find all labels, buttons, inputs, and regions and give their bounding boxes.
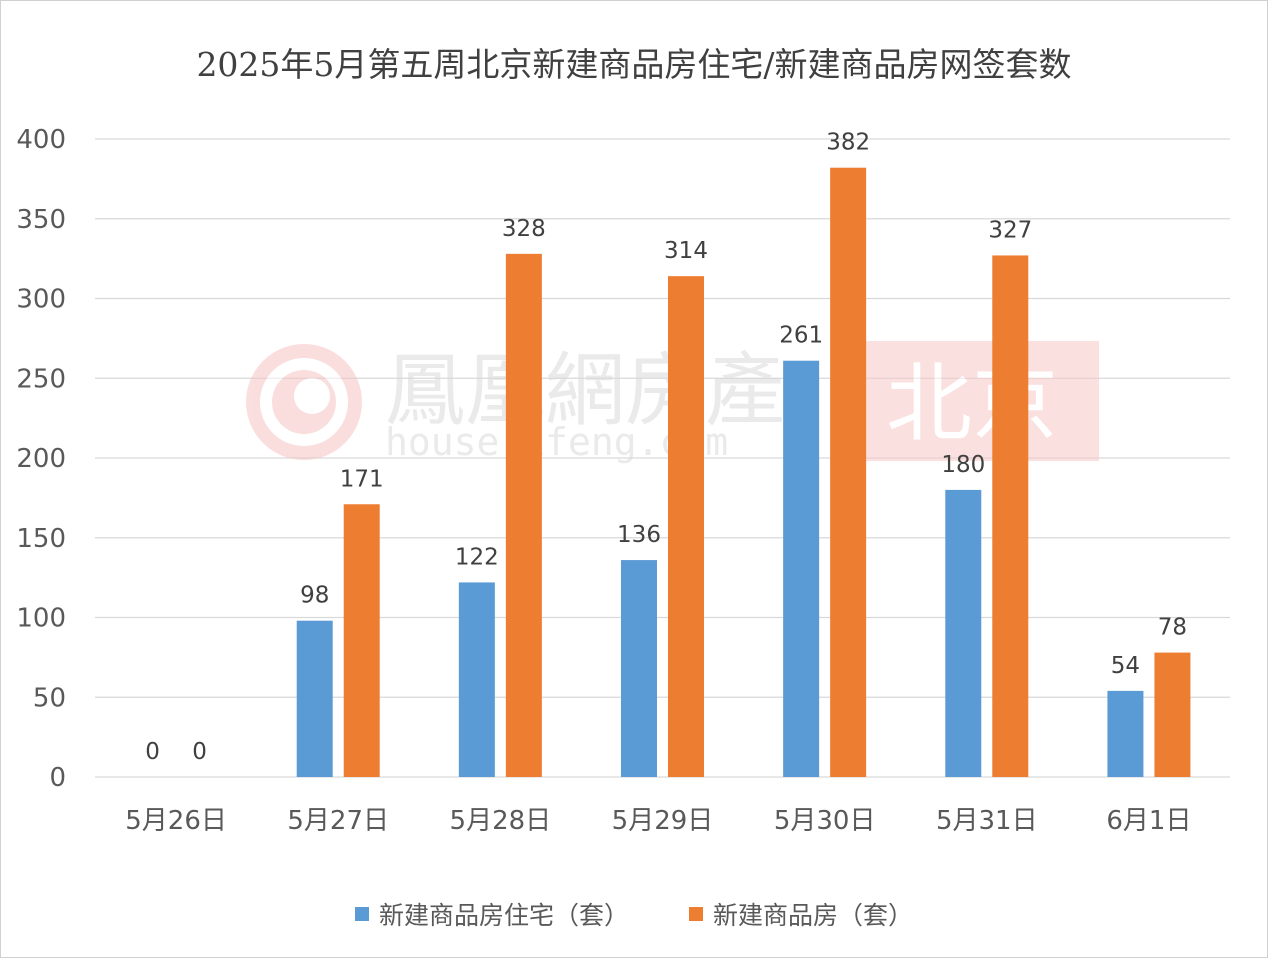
data-label: 382	[826, 130, 870, 156]
y-tick-label: 0	[49, 763, 66, 793]
y-tick-label: 50	[33, 683, 66, 713]
x-tick-label: 5月28日	[450, 806, 552, 836]
data-label: 261	[779, 323, 823, 349]
bar-commercial	[668, 276, 704, 777]
data-label: 314	[664, 238, 708, 264]
x-tick-label: 5月30日	[774, 806, 876, 836]
legend-swatch-commercial	[689, 907, 703, 921]
legend-label-commercial: 新建商品房（套）	[713, 901, 914, 930]
watermark-brand: 鳳凰網房產	[385, 344, 785, 437]
data-label: 122	[455, 544, 499, 570]
y-tick-label: 250	[16, 364, 66, 394]
bar-residential	[621, 560, 657, 777]
x-tick-label: 5月29日	[612, 806, 714, 836]
y-tick-label: 350	[16, 205, 66, 235]
legend: 新建商品房住宅（套） 新建商品房（套）	[0, 896, 1268, 932]
data-label: 327	[988, 217, 1032, 243]
data-label: 328	[502, 216, 546, 242]
bar-commercial	[830, 167, 867, 777]
bar-residential	[945, 489, 982, 777]
bar-residential	[783, 360, 820, 777]
x-tick-label: 5月26日	[125, 806, 227, 836]
legend-swatch-residential	[354, 907, 369, 921]
data-labels: 0 0 98 171 122 328 136 314 261 382 180 327 54 78	[145, 130, 1187, 765]
bar-commercial	[1154, 652, 1191, 777]
x-tick-label: 5月27日	[287, 806, 389, 836]
bar-residential	[458, 582, 495, 777]
x-axis-labels: 5月26日 5月27日 5月28日 5月29日 5月30日 5月31日 6月1日	[125, 806, 1191, 836]
y-tick-label: 400	[16, 125, 66, 155]
y-tick-label: 100	[16, 604, 66, 634]
chart-title: 2025年5月第五周北京新建商品房住宅/新建商品房网签套数	[196, 45, 1072, 84]
y-tick-label: 300	[16, 285, 66, 315]
bar-commercial	[505, 253, 542, 778]
data-label: 180	[941, 452, 985, 478]
y-axis-ticks: 0 50 100 150 200 250 300 350 400	[16, 125, 66, 793]
ifeng-logo-icon	[246, 344, 362, 460]
bar-commercial	[992, 255, 1029, 777]
x-tick-label: 6月1日	[1106, 806, 1191, 836]
data-label: 78	[1158, 615, 1187, 641]
legend-label-residential: 新建商品房住宅（套）	[378, 901, 629, 930]
bar-commercial	[343, 504, 380, 777]
y-tick-label: 150	[16, 524, 66, 554]
bars	[296, 167, 1191, 778]
data-label: 98	[300, 583, 329, 609]
data-label: 0	[145, 739, 160, 765]
watermark-city: 北京	[886, 354, 1058, 454]
legend-item-commercial: 新建商品房（套）	[689, 896, 913, 932]
bar-residential	[296, 620, 333, 777]
legend-item-residential: 新建商品房住宅（套）	[354, 896, 629, 932]
y-tick-label: 200	[16, 444, 66, 474]
data-label: 0	[192, 739, 207, 765]
x-tick-label: 5月31日	[936, 806, 1038, 836]
bar-residential	[1107, 690, 1144, 777]
data-label: 171	[340, 466, 384, 492]
data-label: 54	[1111, 653, 1140, 679]
watermark-city-box	[845, 341, 1099, 461]
data-label: 136	[617, 522, 661, 548]
